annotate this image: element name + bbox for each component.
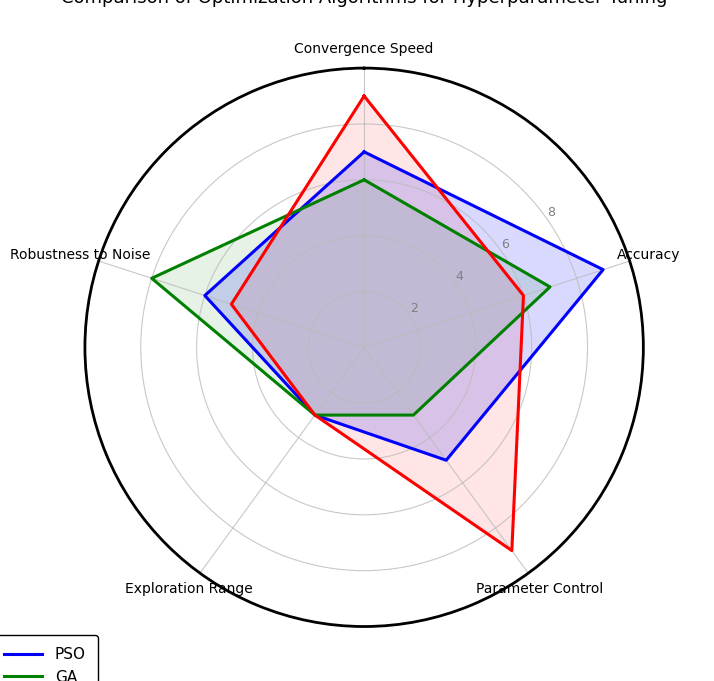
- GA: [311, 411, 319, 419]
- SA: [311, 411, 319, 419]
- GA: [360, 176, 368, 184]
- Line: SA: SA: [231, 96, 523, 551]
- Polygon shape: [151, 180, 550, 415]
- Legend: PSO, GA, SA: PSO, GA, SA: [0, 635, 98, 681]
- SA: [508, 547, 516, 555]
- Line: GA: GA: [151, 180, 550, 415]
- PSO: [360, 148, 368, 156]
- SA: [227, 300, 236, 308]
- Line: PSO: PSO: [205, 152, 603, 460]
- PSO: [311, 411, 319, 419]
- GA: [409, 411, 418, 419]
- GA: [147, 274, 156, 283]
- GA: [360, 176, 368, 184]
- Polygon shape: [205, 152, 603, 460]
- Title: Comparison of Optimization Algorithms for Hyperparameter Tuning: Comparison of Optimization Algorithms fo…: [61, 0, 668, 7]
- PSO: [201, 291, 209, 300]
- GA: [545, 283, 554, 291]
- PSO: [442, 456, 451, 464]
- SA: [360, 92, 368, 100]
- SA: [360, 92, 368, 100]
- PSO: [599, 266, 608, 274]
- Polygon shape: [231, 96, 523, 551]
- SA: [519, 291, 528, 300]
- PSO: [360, 148, 368, 156]
